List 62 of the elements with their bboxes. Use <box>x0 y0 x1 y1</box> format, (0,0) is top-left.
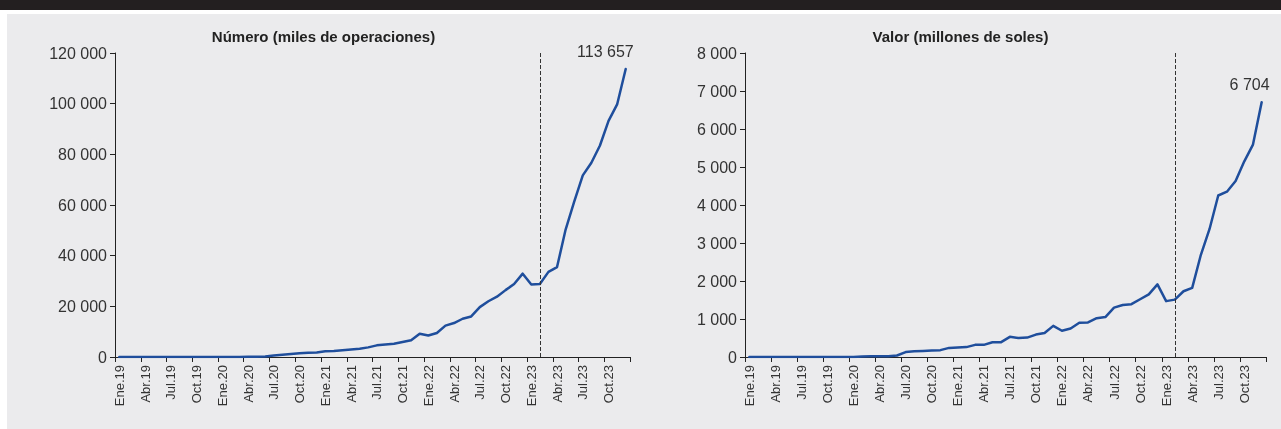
y-tick-label: 80 000 <box>58 145 108 163</box>
y-tick-label: 60 000 <box>58 196 108 214</box>
x-tick-label: Oct.19 <box>819 365 835 404</box>
data-label: 6 704 <box>1229 75 1270 93</box>
y-tick-label: 6 000 <box>696 120 738 138</box>
chart-title: Valor (millones de soles) <box>872 28 1049 45</box>
x-tick-label: Jul.22 <box>472 365 488 400</box>
x-tick-label: Jul.21 <box>1002 365 1018 400</box>
x-tick-label: Oct.19 <box>189 365 205 404</box>
x-tick-label: Jul.19 <box>163 365 179 400</box>
x-tick-label: Oct.23 <box>1236 365 1252 404</box>
y-tick-label: 0 <box>728 348 738 366</box>
x-tick-label: Ene.21 <box>317 365 333 407</box>
x-tick-label: Oct.20 <box>292 365 308 404</box>
data-label: 113 657 <box>577 42 634 60</box>
x-tick-label: Abr.23 <box>1184 365 1200 403</box>
x-tick-label: Ene.22 <box>1054 365 1070 407</box>
y-tick-label: 1 000 <box>696 310 738 328</box>
x-tick-label: Jul.22 <box>1106 365 1122 400</box>
chart-title: Número (miles de operaciones) <box>211 28 436 45</box>
x-tick-label: Abr.22 <box>1080 365 1096 403</box>
x-tick-label: Oct.20 <box>924 365 940 404</box>
x-tick-label: Abr.19 <box>137 365 153 403</box>
line-series <box>118 67 627 359</box>
x-tick-label: Oct.21 <box>1028 365 1044 404</box>
y-tick-label: 4 000 <box>696 196 738 214</box>
x-tick-label: Oct.22 <box>1132 365 1148 404</box>
x-tick-label: Abr.19 <box>767 365 783 403</box>
x-tick-label: Abr.20 <box>872 365 888 403</box>
y-tick-label: 120 000 <box>49 44 108 62</box>
x-tick-label: Abr.21 <box>343 365 359 403</box>
x-tick-label: Ene.22 <box>420 365 436 407</box>
y-tick-label: 100 000 <box>49 95 108 113</box>
x-tick-label: Ene.20 <box>846 365 862 407</box>
x-tick-label: Jul.21 <box>369 365 385 400</box>
x-tick-label: Abr.20 <box>240 365 256 403</box>
x-tick-label: Ene.23 <box>1158 365 1174 407</box>
x-tick-label: Ene.19 <box>741 365 757 407</box>
line-series <box>748 101 1263 359</box>
x-tick-label: Abr.23 <box>549 365 565 403</box>
x-tick-label: Ene.19 <box>111 365 127 407</box>
x-tick-label: Jul.20 <box>898 365 914 400</box>
y-tick-label: 5 000 <box>696 158 738 176</box>
x-tick-label: Jul.19 <box>793 365 809 400</box>
x-tick-label: Oct.23 <box>601 365 617 404</box>
x-tick-label: Jul.23 <box>575 365 591 400</box>
y-tick-label: 3 000 <box>696 234 738 252</box>
x-tick-label: Jul.23 <box>1210 365 1226 400</box>
x-tick-label: Ene.20 <box>214 365 230 407</box>
x-tick-label: Oct.21 <box>395 365 411 404</box>
x-tick-label: Oct.22 <box>498 365 514 404</box>
x-tick-label: Jul.20 <box>266 365 282 400</box>
x-tick-label: Ene.23 <box>523 365 539 407</box>
y-tick-label: 2 000 <box>696 272 738 290</box>
x-tick-label: Abr.21 <box>976 365 992 403</box>
y-tick-label: 20 000 <box>58 297 108 315</box>
y-tick-label: 8 000 <box>696 44 738 62</box>
y-tick-label: 0 <box>98 348 108 366</box>
y-tick-label: 7 000 <box>696 82 738 100</box>
x-tick-label: Ene.21 <box>950 365 966 407</box>
x-tick-label: Abr.22 <box>446 365 462 403</box>
y-tick-label: 40 000 <box>58 247 108 265</box>
